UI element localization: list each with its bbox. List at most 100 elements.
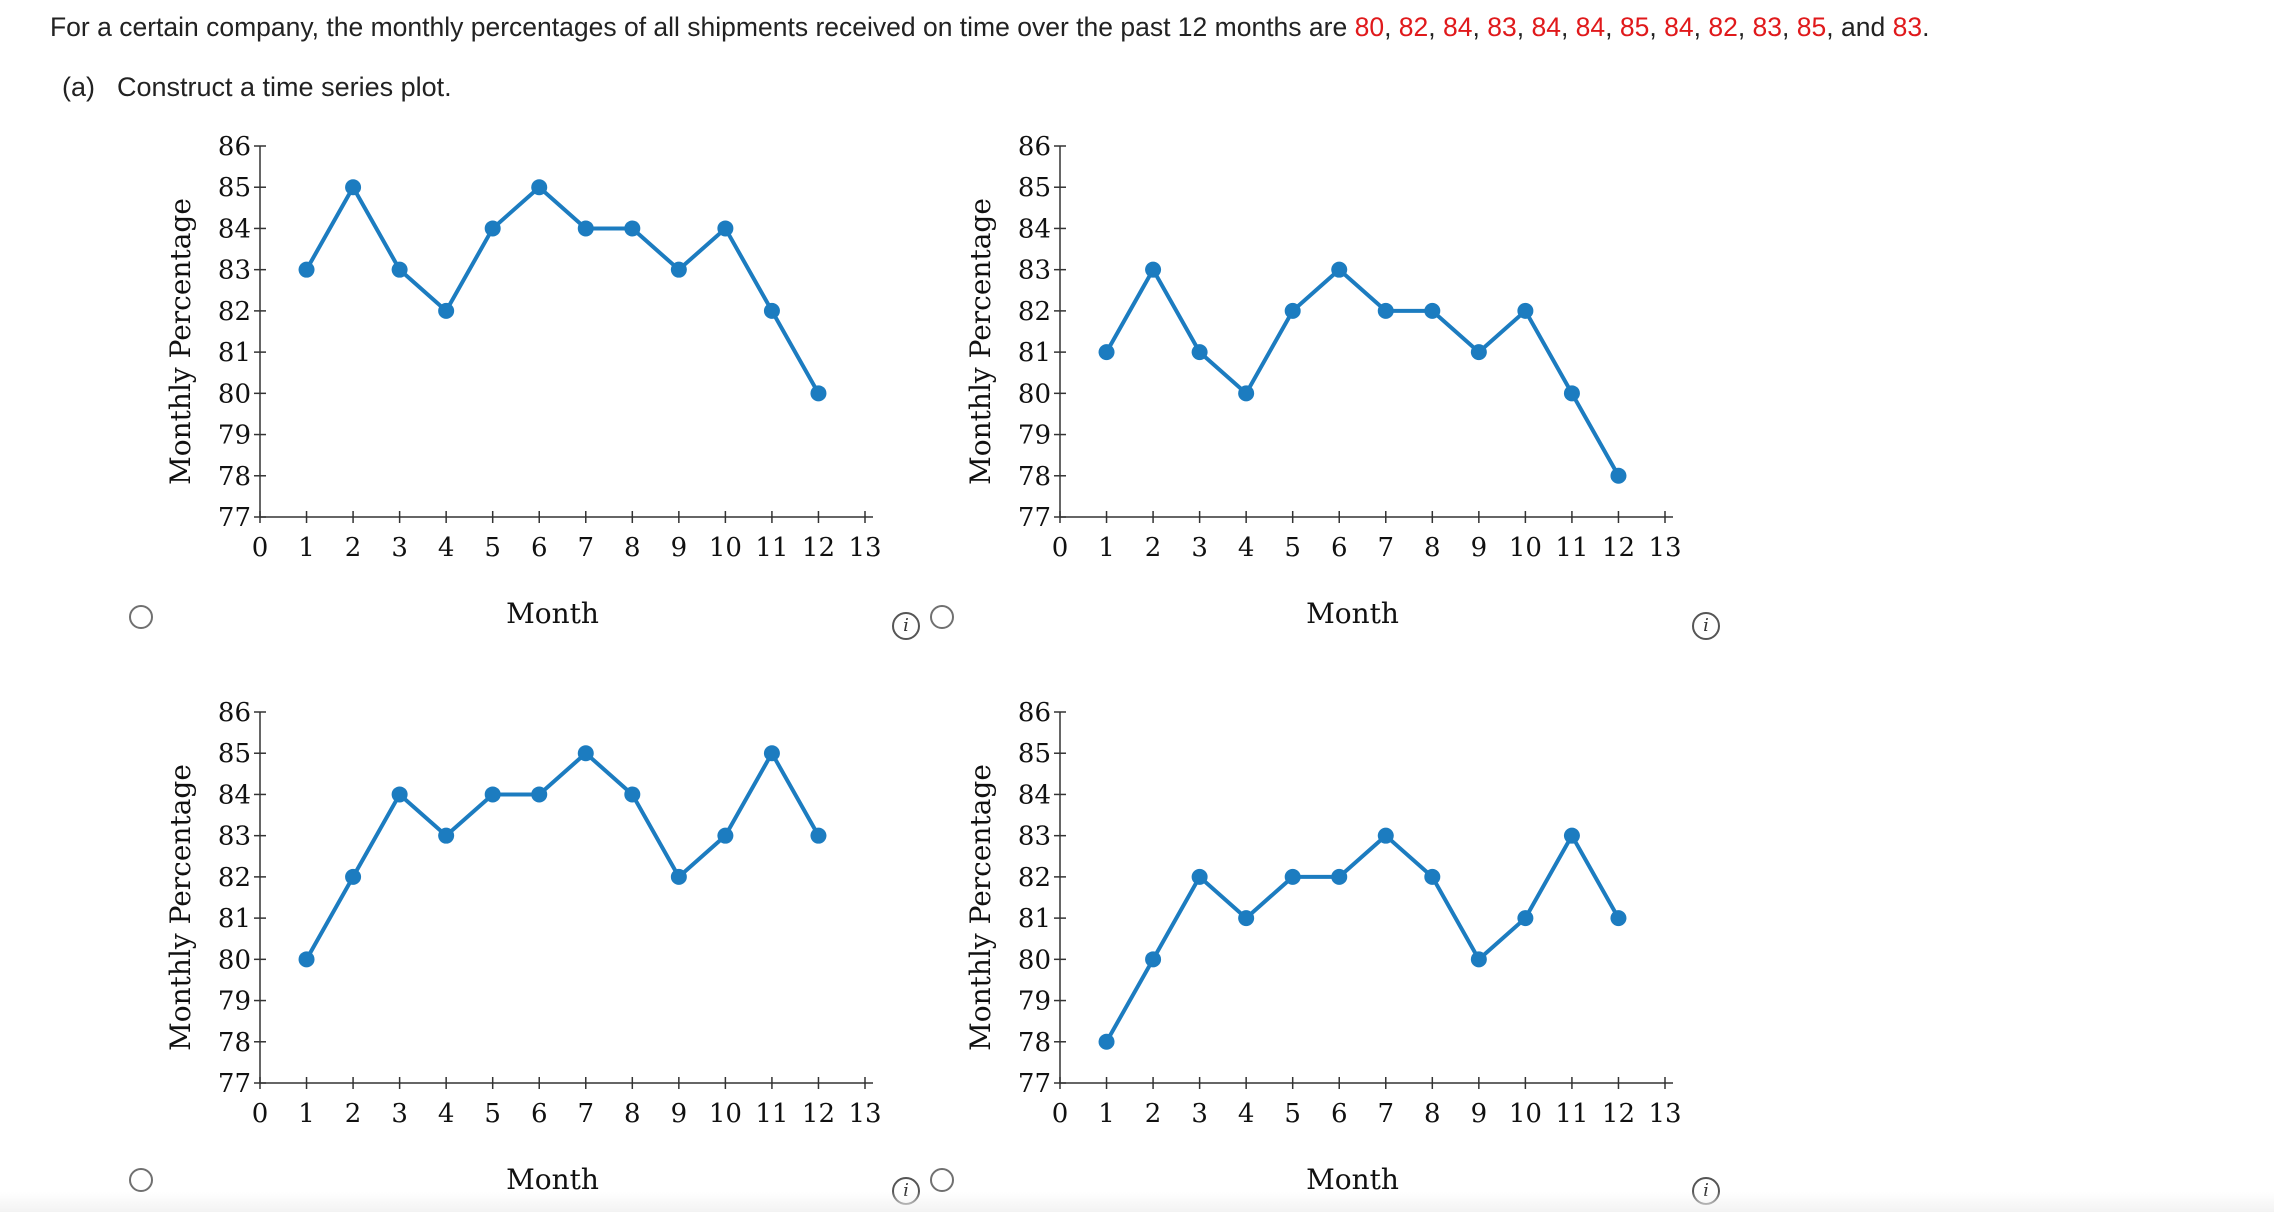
data-point [1424, 868, 1441, 885]
part-a-label: (a) [62, 72, 95, 102]
answer-option-radio-4[interactable] [930, 1168, 954, 1192]
x-tick-label: 10 [1509, 1099, 1542, 1129]
x-tick-label: 7 [1377, 1099, 1394, 1129]
part-a-text: Construct a time series plot. [117, 72, 452, 102]
y-tick-label: 78 [218, 1028, 251, 1058]
x-tick-label: 6 [1331, 1099, 1348, 1129]
data-point [1563, 385, 1580, 402]
data-point [298, 261, 315, 278]
data-point [624, 786, 641, 803]
x-tick-label: 1 [1098, 1099, 1115, 1129]
x-tick-label: 1 [1098, 533, 1115, 563]
data-point [1098, 344, 1115, 361]
data-point [1191, 868, 1208, 885]
answer-option-plot-3: 77 78 79 80 81 82 83 84 85 86 0 1 2 3 4 5 6 7 8 9 10 11 12 13 Mo… [150, 694, 920, 1194]
answer-option-plot-2: 77 78 79 80 81 82 83 84 85 86 0 1 2 3 4 5 6 7 8 9 10 11 12 13 Mo… [950, 128, 1720, 628]
data-point [1145, 261, 1162, 278]
answer-option-plot-4: 77 78 79 80 81 82 83 84 85 86 0 1 2 3 4 5 6 7 8 9 10 11 12 13 Mo… [950, 694, 1720, 1194]
question-value: 84 [1575, 12, 1606, 42]
answer-option-radio-1[interactable] [129, 605, 153, 629]
x-tick-label: 8 [1424, 533, 1441, 563]
x-tick-label: 11 [1555, 1099, 1588, 1129]
data-point [345, 179, 362, 196]
y-tick-label: 77 [218, 503, 251, 533]
x-tick-label: 6 [1331, 533, 1348, 563]
x-tick-label: 8 [1424, 1099, 1441, 1129]
y-axis-label: Monthly Percentage [964, 198, 997, 485]
x-tick-label: 10 [709, 533, 742, 563]
x-tick-label: 4 [438, 533, 455, 563]
x-tick-label: 12 [802, 1099, 835, 1129]
question-value: 82 [1708, 12, 1738, 42]
answer-option-radio-3[interactable] [129, 1168, 153, 1192]
x-tick-label: 3 [1191, 1099, 1208, 1129]
y-tick-label: 81 [218, 904, 251, 934]
y-tick-label: 83 [218, 256, 251, 286]
data-point [810, 385, 827, 402]
x-tick-label: 1 [298, 533, 315, 563]
y-tick-label: 77 [1018, 503, 1051, 533]
y-tick-label: 86 [218, 132, 251, 162]
data-point [345, 868, 362, 885]
data-point [484, 786, 501, 803]
x-tick-label: 12 [802, 533, 835, 563]
x-tick-label: 6 [531, 1099, 548, 1129]
answer-option-radio-2[interactable] [930, 605, 954, 629]
data-point [438, 302, 455, 319]
data-point [1470, 344, 1487, 361]
y-tick-label: 82 [1018, 863, 1051, 893]
y-tick-label: 83 [1018, 822, 1051, 852]
x-tick-label: 4 [1238, 1099, 1255, 1129]
y-tick-label: 82 [1018, 297, 1051, 327]
question-value: 84 [1531, 12, 1561, 42]
question-prefix: For a certain company, the monthly perce… [50, 12, 1355, 42]
question-value-last: 83 [1892, 12, 1923, 42]
x-tick-label: 4 [1238, 533, 1255, 563]
x-tick-label: 9 [671, 1099, 688, 1129]
data-point [1284, 868, 1301, 885]
y-tick-label: 86 [1018, 698, 1051, 728]
series-line [1104, 267, 1621, 477]
data-point [763, 302, 780, 319]
data-point [1191, 344, 1208, 361]
y-tick-label: 82 [218, 297, 251, 327]
data-point [1284, 302, 1301, 319]
question-value: 85 [1619, 12, 1650, 42]
data-point [1517, 302, 1534, 319]
y-tick-label: 80 [1018, 379, 1051, 409]
question-end: . [1922, 12, 1930, 42]
x-tick-label: 2 [345, 1099, 362, 1129]
x-tick-label: 9 [671, 533, 688, 563]
data-point [1610, 467, 1627, 484]
info-icon-1[interactable]: i [892, 612, 920, 640]
x-tick-label: 6 [531, 533, 548, 563]
x-axis-label: Month [506, 1163, 599, 1194]
y-tick-label: 79 [218, 421, 251, 451]
x-axis-label: Month [1306, 597, 1399, 628]
data-point [670, 868, 687, 885]
data-point [1610, 910, 1627, 927]
y-tick-label: 80 [218, 945, 251, 975]
data-point [1563, 827, 1580, 844]
data-point [1331, 261, 1348, 278]
x-tick-label: 11 [1555, 533, 1588, 563]
question-value: 82 [1398, 12, 1429, 42]
x-tick-label: 5 [484, 533, 501, 563]
x-tick-label: 1 [298, 1099, 315, 1129]
data-point [1238, 385, 1255, 402]
x-tick-label: 11 [755, 533, 788, 563]
series-line [304, 751, 821, 961]
y-tick-label: 82 [218, 863, 251, 893]
x-tick-label: 5 [484, 1099, 501, 1129]
y-tick-label: 85 [1018, 173, 1051, 203]
y-tick-label: 81 [218, 338, 251, 368]
x-tick-label: 2 [1145, 1099, 1162, 1129]
data-point [1517, 910, 1534, 927]
series-line [304, 185, 821, 395]
data-point [298, 951, 315, 968]
y-tick-label: 84 [1018, 780, 1051, 810]
y-tick-label: 78 [1018, 1028, 1051, 1058]
info-icon-2[interactable]: i [1692, 612, 1720, 640]
